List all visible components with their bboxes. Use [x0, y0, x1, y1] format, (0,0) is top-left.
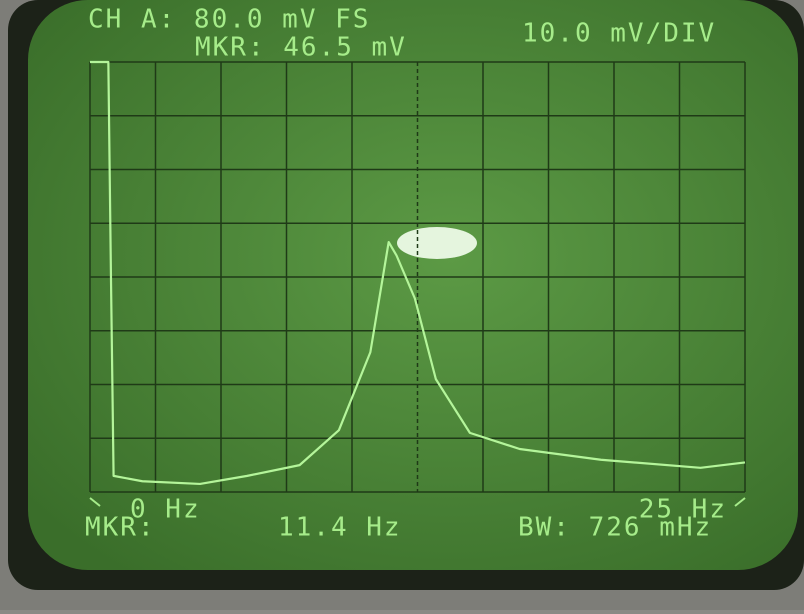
graticule: [89, 61, 746, 493]
x-tick-mark: [89, 497, 101, 507]
footer-marker-value: 11.4 Hz: [278, 513, 402, 543]
trace: [90, 60, 746, 486]
x-tick-label: 25 Hz: [639, 495, 727, 525]
header-channel: CH A: 80.0 mV FS: [88, 5, 370, 35]
footer-marker-label: MKR:: [85, 513, 156, 543]
x-tick-mark: [734, 497, 746, 507]
header-marker: MKR: 46.5 mV: [195, 33, 407, 63]
x-tick-label: 0 Hz: [130, 495, 201, 525]
footer-bandwidth: BW: 726 mHz: [518, 513, 712, 543]
header-scale: 10.0 mV/DIV: [522, 19, 716, 49]
screen: [28, 0, 798, 570]
glare: [397, 227, 477, 259]
